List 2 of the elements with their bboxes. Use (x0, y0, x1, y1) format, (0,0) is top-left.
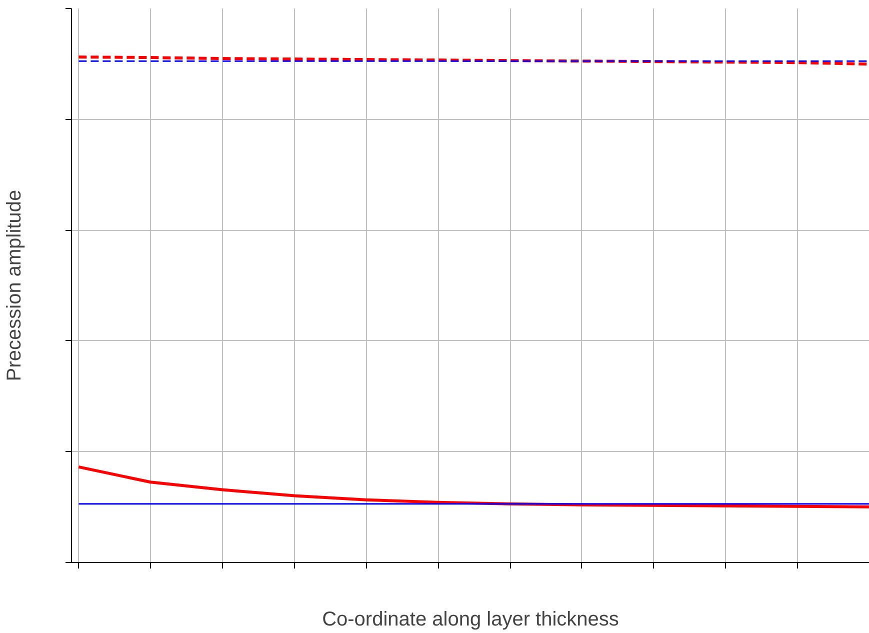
x-axis-title: Co-ordinate along layer thickness (322, 608, 619, 630)
y-axis-title: Precession amplitude (4, 190, 26, 382)
